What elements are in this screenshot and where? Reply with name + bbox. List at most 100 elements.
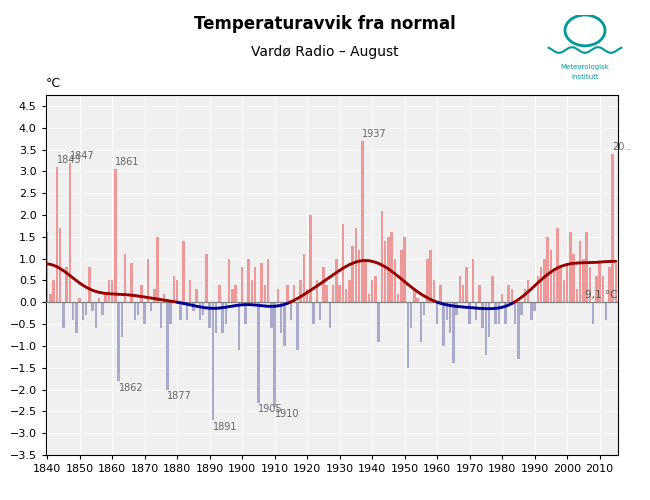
Text: 9,1 °C: 9,1 °C [585,290,618,300]
Bar [602,276,604,302]
Bar [547,237,549,302]
Bar [566,263,568,302]
Bar [215,302,217,333]
Bar [361,141,363,302]
Bar [553,272,555,302]
Bar [244,302,246,324]
Bar [251,280,253,302]
Bar [163,294,165,302]
Text: institutt: institutt [571,74,599,80]
Bar [69,162,71,302]
Bar [348,280,350,302]
Bar [173,276,175,302]
Bar [521,302,523,316]
Bar [355,228,357,302]
Bar [332,285,334,302]
Text: Temperaturavvik fra normal: Temperaturavvik fra normal [194,15,456,33]
Bar [514,302,516,324]
Bar [374,276,376,302]
Bar [62,302,64,328]
Bar [456,302,458,316]
Bar [59,228,61,302]
Bar [465,268,467,302]
Bar [342,224,344,302]
Bar [397,294,399,302]
Bar [426,258,428,302]
Bar [98,298,100,302]
Bar [371,280,373,302]
Bar [92,302,94,311]
Bar [404,237,406,302]
Bar [319,302,321,320]
Bar [543,258,545,302]
Bar [491,276,493,302]
Bar [56,167,58,302]
Bar [222,302,224,333]
Bar [209,302,211,328]
Bar [183,241,185,302]
Text: 1877: 1877 [168,392,192,402]
Bar [524,289,526,302]
Bar [368,294,370,302]
Bar [231,289,233,302]
Bar [413,289,415,302]
Bar [472,258,474,302]
Bar [443,302,445,346]
Bar [264,285,266,302]
Bar [482,302,484,328]
Bar [608,268,610,302]
Bar [179,302,181,320]
Bar [365,258,367,302]
Bar [248,258,250,302]
Bar [280,302,282,333]
Bar [316,280,318,302]
Bar [241,268,243,302]
Bar [530,302,532,320]
Bar [270,302,272,328]
Text: °C: °C [46,77,60,90]
Bar [339,285,341,302]
Bar [46,232,48,302]
Bar [261,263,263,302]
Bar [257,302,259,402]
Bar [335,258,337,302]
Bar [449,302,451,333]
Bar [423,302,425,316]
Bar [381,210,383,302]
Bar [176,280,178,302]
Bar [329,302,331,328]
Bar [508,285,510,302]
Bar [478,285,480,302]
Text: 1847: 1847 [70,151,94,161]
Bar [462,285,464,302]
Bar [573,254,575,302]
Bar [300,280,302,302]
Bar [170,302,172,324]
Bar [326,285,328,302]
Bar [85,302,87,316]
Bar [296,302,298,350]
Bar [160,302,162,328]
Bar [358,250,360,302]
Text: 1905: 1905 [259,404,283,414]
Bar [66,268,68,302]
Bar [88,268,90,302]
Bar [134,302,136,320]
Bar [595,276,597,302]
Bar [495,302,497,324]
Bar [218,285,220,302]
Bar [589,268,591,302]
Bar [537,276,539,302]
Bar [212,302,214,420]
Bar [586,232,588,302]
Bar [446,302,448,320]
Bar [407,302,409,368]
Bar [82,302,84,320]
Bar [205,254,207,302]
Bar [345,289,347,302]
Bar [144,302,146,324]
Bar [550,250,552,302]
Text: 1862: 1862 [118,382,143,392]
Bar [111,280,113,302]
Bar [121,302,123,337]
